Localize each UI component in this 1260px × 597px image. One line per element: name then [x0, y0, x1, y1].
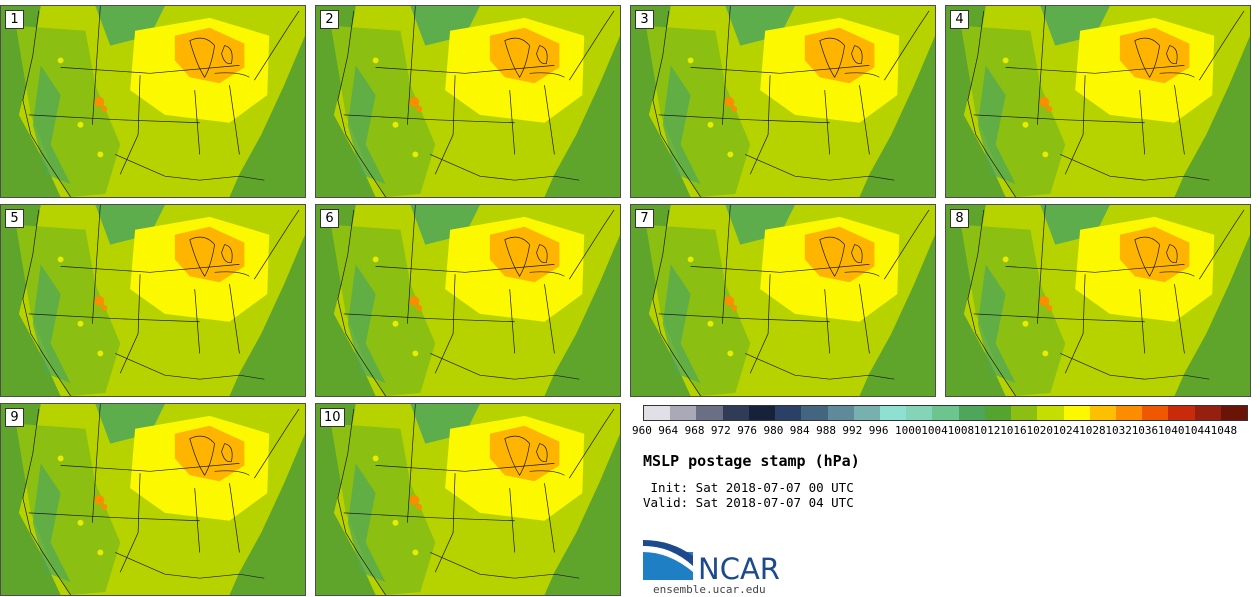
postage-stamp: 8: [945, 204, 1251, 397]
colorbar-tick-label: 1036: [1131, 424, 1159, 437]
colorbar-segment: [879, 406, 907, 420]
init-time: Init: Sat 2018-07-07 00 UTC: [643, 480, 854, 495]
postage-stamp: 9: [0, 403, 306, 596]
member-number: 6: [320, 209, 339, 228]
colorbar-tick-label: 1008: [947, 424, 975, 437]
colorbar-segment: [1168, 406, 1195, 420]
colorbar-tick-label: 976: [737, 424, 758, 437]
colorbar-segment: [958, 406, 985, 420]
postage-stamp: 2: [315, 5, 621, 198]
colorbar-segment: [748, 406, 776, 420]
colorbar-segment: [906, 406, 933, 420]
colorbar-tick-label: 1044: [1184, 424, 1211, 437]
colorbar-segment: [670, 406, 697, 420]
member-number: 10: [320, 408, 345, 427]
colorbar-segment: [932, 406, 959, 420]
member-number: 1: [5, 10, 24, 29]
postage-stamp: 1: [0, 5, 306, 198]
colorbar-tick-label: 988: [816, 424, 836, 437]
colorbar-segment: [1011, 406, 1038, 420]
colorbar-tick-label: 1004: [921, 424, 948, 437]
mslp-map: [316, 205, 620, 396]
colorbar-tick-label: 1020: [1026, 424, 1054, 437]
colorbar-segment: [722, 406, 749, 420]
colorbar-segment: [775, 406, 802, 420]
ensemble-url: ensemble.ucar.edu: [653, 583, 766, 596]
mslp-map: [316, 6, 620, 197]
member-number: 3: [635, 10, 654, 29]
postage-stamp: 5: [0, 204, 306, 397]
member-number: 8: [950, 209, 969, 228]
colorbar-tick-label: 972: [710, 424, 731, 437]
colorbar-tick-label: 964: [658, 424, 679, 437]
colorbar-segment: [1037, 406, 1064, 420]
mslp-map: [946, 6, 1250, 197]
postage-stamp: 6: [315, 204, 621, 397]
colorbar-tick-label: 1028: [1079, 424, 1106, 437]
colorbar-tick-label: 960: [632, 424, 652, 437]
colorbar-segment: [1063, 406, 1090, 420]
member-number: 7: [635, 209, 654, 228]
colorbar-segment: [1115, 406, 1143, 420]
colorbar-segment: [801, 406, 828, 420]
postage-stamp: 3: [630, 5, 936, 198]
member-number: 9: [5, 408, 24, 427]
colorbar-segment: [853, 406, 880, 420]
colorbar-tick-label: 1024: [1052, 424, 1080, 437]
mslp-map: [1, 404, 305, 595]
chart-title: MSLP postage stamp (hPa): [643, 452, 860, 470]
mslp-map: [631, 6, 935, 197]
valid-time: Valid: Sat 2018-07-07 04 UTC: [643, 495, 854, 510]
mslp-map: [1, 6, 305, 197]
colorbar-segment: [1194, 406, 1221, 420]
colorbar-segment: [1142, 406, 1169, 420]
colorbar-tick-label: 968: [684, 424, 705, 437]
colorbar: [643, 405, 1248, 421]
colorbar-segment: [644, 406, 671, 420]
colorbar-tick-label: 1012: [973, 424, 1001, 437]
colorbar-segment: [984, 406, 1012, 420]
member-number: 2: [320, 10, 339, 29]
member-number: 5: [5, 209, 24, 228]
colorbar-segment: [827, 406, 854, 420]
colorbar-tick-label: 1016: [1000, 424, 1027, 437]
colorbar-tick-label: 1000: [895, 424, 922, 437]
colorbar-labels: 960 964 968 972 976 980 984 988 992 996 1000 1004 10…: [632, 424, 1247, 438]
colorbar-segment: [696, 406, 723, 420]
mslp-map: [1, 205, 305, 396]
ncar-logo-text: NCAR: [698, 552, 780, 586]
postage-stamp: 4: [945, 5, 1251, 198]
ncar-logo-icon: [643, 540, 693, 580]
colorbar-tick-label: 1048: [1210, 424, 1238, 437]
colorbar-tick-label: 1040: [1158, 424, 1185, 437]
mslp-map: [316, 404, 620, 595]
mslp-map: [946, 205, 1250, 396]
colorbar-tick-label: 996: [868, 424, 889, 437]
colorbar-tick-label: 1032: [1105, 424, 1132, 437]
member-number: 4: [950, 10, 969, 29]
postage-stamp: 10: [315, 403, 621, 596]
colorbar-segment: [1220, 406, 1248, 420]
postage-stamp: 7: [630, 204, 936, 397]
colorbar-tick-label: 980: [763, 424, 784, 437]
colorbar-tick-label: 984: [789, 424, 810, 437]
mslp-map: [631, 205, 935, 396]
colorbar-tick-label: 992: [842, 424, 863, 437]
colorbar-segment: [1089, 406, 1116, 420]
